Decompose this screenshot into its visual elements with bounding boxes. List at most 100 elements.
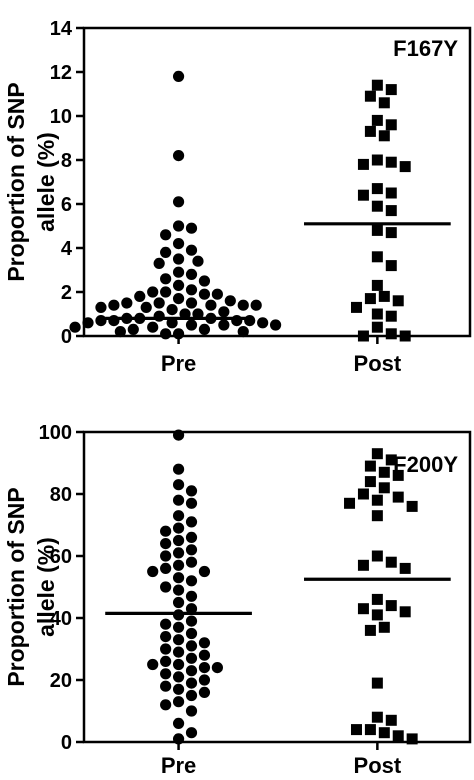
data-point-pre (172, 658, 185, 671)
data-point-pre (192, 255, 204, 267)
x-category-label: Post (354, 753, 402, 778)
data-point-post (385, 84, 397, 96)
data-point-pre (172, 696, 185, 708)
plot-frame (82, 26, 472, 338)
y-axis-label-line: Proportion of SNP (3, 487, 29, 686)
data-point-pre (185, 531, 198, 544)
data-point-post (364, 90, 376, 102)
data-point-pre (185, 244, 198, 256)
plot-frame (82, 430, 472, 744)
data-point-post (364, 624, 376, 636)
y-axis-label-line: Proportion of SNP (3, 82, 29, 281)
x-category-label: Post (354, 351, 402, 376)
data-point-pre (172, 547, 185, 559)
data-point-pre (172, 584, 185, 596)
y-tick-label: 80 (50, 484, 72, 506)
data-point-post (385, 454, 397, 466)
data-point-pre (172, 733, 185, 745)
y-tick-label: 40 (50, 608, 72, 630)
data-point-pre (172, 463, 185, 475)
data-point-pre (134, 290, 146, 302)
data-point-pre (172, 572, 185, 584)
data-point-pre (211, 288, 223, 300)
data-point-pre (237, 326, 249, 338)
data-point-post (371, 251, 383, 263)
y-axis-label: Proportion of SNP allele (%) (3, 82, 59, 281)
data-point-pre (185, 268, 198, 280)
data-point-pre (172, 596, 185, 609)
data-point-pre (198, 686, 211, 699)
data-point-pre (185, 640, 198, 652)
data-point-post (385, 328, 397, 340)
data-point-pre (172, 717, 185, 730)
data-point-pre (140, 301, 152, 313)
data-point-post (350, 724, 362, 736)
data-point-post (378, 130, 390, 142)
data-point-pre (147, 658, 159, 671)
data-point-pre (185, 727, 198, 739)
data-point-pre (231, 315, 243, 327)
data-point-post (392, 730, 404, 742)
data-point-pre (153, 257, 165, 269)
data-point-post (378, 621, 390, 633)
data-point-pre (160, 643, 172, 655)
data-point-post (357, 189, 369, 201)
data-point-post (399, 606, 411, 618)
data-point-post (385, 600, 397, 612)
data-point-pre (185, 497, 198, 509)
data-point-post (378, 466, 390, 478)
data-point-post (371, 279, 383, 291)
data-point-post (371, 321, 383, 333)
data-point-post (371, 494, 383, 506)
y-tick-label: 4 (61, 238, 73, 260)
data-point-post (371, 79, 383, 91)
data-point-pre (147, 565, 159, 578)
data-point-pre (224, 295, 236, 307)
data-point-post (385, 227, 397, 239)
data-point-pre (185, 556, 198, 568)
data-point-post (357, 603, 369, 615)
data-point-post (364, 293, 376, 305)
data-point-pre (172, 522, 185, 534)
data-point-pre (82, 317, 94, 329)
data-point-post (371, 609, 383, 621)
data-point-pre (127, 323, 139, 335)
data-point-post (371, 154, 383, 166)
data-point-pre (160, 680, 172, 692)
data-point-pre (244, 315, 256, 327)
data-point-pre (172, 279, 185, 291)
data-point-pre (185, 689, 198, 702)
data-point-post (385, 714, 397, 726)
data-point-pre (198, 674, 211, 686)
data-point-pre (257, 317, 269, 329)
data-point-post (406, 733, 418, 745)
y-tick-label: 6 (61, 194, 72, 216)
data-point-pre (69, 321, 81, 333)
data-point-post (392, 491, 404, 503)
data-point-pre (198, 288, 211, 300)
data-point-pre (198, 637, 211, 649)
data-point-post (371, 510, 383, 522)
data-point-pre (160, 538, 172, 550)
y-axis-label: Proportion of SNP allele (%) (3, 487, 59, 686)
data-point-pre (95, 301, 107, 313)
data-point-pre (160, 631, 172, 643)
data-point-pre (114, 326, 126, 338)
data-point-pre (172, 266, 185, 278)
data-point-pre (172, 238, 185, 250)
data-point-post (371, 200, 383, 212)
data-point-pre (185, 297, 198, 309)
data-point-pre (172, 253, 185, 265)
data-point-post (385, 119, 397, 131)
data-point-pre (153, 297, 165, 309)
data-point-pre (160, 562, 172, 575)
x-category-label: Pre (161, 753, 196, 778)
data-point-pre (172, 150, 185, 162)
y-axis-label-line: allele (%) (33, 537, 59, 637)
data-point-post (364, 125, 376, 137)
data-point-pre (166, 304, 178, 316)
data-point-post (385, 556, 397, 568)
y-tick-label: 12 (50, 62, 72, 84)
data-point-post (357, 488, 369, 500)
x-category-label: Pre (161, 351, 196, 376)
